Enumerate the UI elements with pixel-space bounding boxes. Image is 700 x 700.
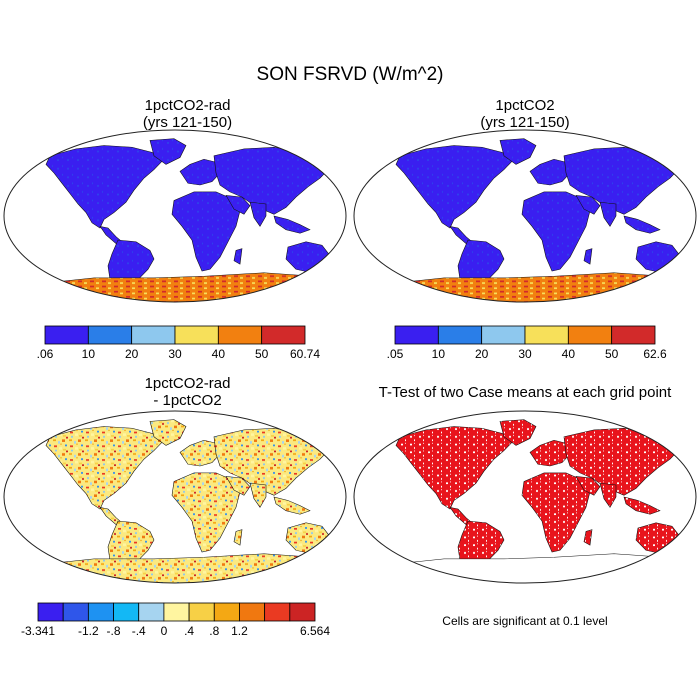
map-panel-diff [3, 410, 347, 584]
colorbar-swatch [87, 602, 114, 622]
colorbar-swatch [261, 325, 306, 345]
colorbar-label: 60.74 [289, 347, 321, 361]
land-region [149, 138, 187, 165]
land-region [521, 472, 591, 553]
land-region [623, 496, 661, 515]
colorbar-label: 20 [474, 347, 489, 361]
colorbar-swatch [213, 602, 240, 622]
colorbar-label: .06 [36, 347, 54, 361]
colorbar-label: -3.341 [20, 624, 56, 638]
panel-title-diff: 1pctCO2-rad - 1pctCO2 [25, 375, 350, 409]
land-region [499, 419, 537, 446]
colorbar-swatch [188, 602, 215, 622]
panel-title-ttest-line1: T-Test of two Case means at each grid po… [378, 384, 672, 401]
colorbar-swatch [611, 325, 656, 345]
colorbar-swatch [289, 602, 316, 622]
colorbar-label: 20 [124, 347, 139, 361]
land-region [521, 191, 591, 272]
colorbar-swatch [394, 325, 439, 345]
colorbar-label: 0 [160, 624, 168, 638]
land-region [249, 201, 267, 227]
colorbar-label: -1.2 [78, 624, 99, 638]
land-region [149, 419, 187, 446]
land-region [575, 476, 601, 496]
colorbar-swatch [174, 325, 219, 345]
colorbar-swatch [163, 602, 190, 622]
colorbar-swatch [62, 602, 89, 622]
land-region [171, 191, 241, 272]
land-region [273, 496, 311, 515]
land-region [233, 248, 243, 265]
map-border [353, 410, 697, 584]
land-region [171, 472, 241, 553]
panel-title-ctrl-line1: 1pctCO2 [495, 97, 555, 114]
map-panel-rad [3, 129, 347, 303]
colorbar-label: 10 [431, 347, 445, 361]
colorbar-swatch [239, 602, 266, 622]
colorbar-label: 30 [168, 347, 182, 361]
land-region [599, 201, 617, 227]
colorbar-label: 30 [518, 347, 532, 361]
panel-title-ctrl-line2: (yrs 121-150) [480, 114, 570, 131]
panel-title-diff-line1: 1pctCO2-rad [144, 375, 231, 392]
map-border [353, 129, 697, 303]
colorbar-swatch [113, 602, 140, 622]
colorbar-label: 40 [211, 347, 225, 361]
colorbar-swatch [131, 325, 176, 345]
colorbar-label: 6.564 [299, 624, 331, 638]
colorbar-label: 40 [561, 347, 575, 361]
colorbar-swatch [567, 325, 613, 345]
panel-title-diff-line2: - 1pctCO2 [153, 392, 222, 409]
colorbar-swatch [37, 602, 64, 622]
panel-title-rad-line1: 1pctCO2-rad [144, 97, 231, 114]
colorbar-swatch [217, 325, 263, 345]
land-region [45, 145, 165, 229]
land-region [45, 426, 165, 510]
colorbar-label: -.4 [131, 624, 146, 638]
colorbar-label: 50 [254, 347, 269, 361]
colorbar-swatch [437, 325, 483, 345]
panel-title-rad-line2: (yrs 121-150) [142, 114, 233, 131]
land-region [583, 248, 593, 265]
colorbar-swatch [87, 325, 133, 345]
land-region [575, 195, 601, 215]
colorbar-label: 50 [604, 347, 619, 361]
map-border [3, 410, 347, 584]
map-panel-ttest [353, 410, 697, 584]
colorbar-label: 62.6 [643, 347, 667, 361]
land-region [249, 482, 267, 508]
land-region [599, 482, 617, 508]
land-region [395, 426, 515, 510]
colorbar-label: .8 [209, 624, 220, 638]
colorbar-swatch [524, 325, 569, 345]
panel-title-rad: 1pctCO2-rad (yrs 121-150) [25, 97, 350, 131]
panel-title-ctrl: 1pctCO2 (yrs 121-150) [350, 97, 700, 131]
significance-note: Cells are significant at 0.1 level [442, 614, 608, 628]
colorbar-swatch [264, 602, 291, 622]
colorbar-swatch [481, 325, 526, 345]
colorbar-label: .4 [184, 624, 195, 638]
colorbar-label: 1.2 [231, 624, 248, 638]
colorbar-label: 10 [81, 347, 95, 361]
colorbar-swatch [44, 325, 89, 345]
colorbar-label: .05 [386, 347, 404, 361]
land-region [273, 215, 311, 234]
land-region [395, 145, 515, 229]
colorbar-label: -.8 [106, 624, 121, 638]
map-border [3, 129, 347, 303]
land-region [225, 476, 251, 496]
land-region [583, 529, 593, 546]
land-region [499, 138, 537, 165]
map-panel-ctrl [353, 129, 697, 303]
page-title: SON FSRVD (W/m^2) [256, 64, 444, 85]
panel-title-ttest: T-Test of two Case means at each grid po… [350, 384, 700, 401]
land-region [623, 215, 661, 234]
colorbar-swatch [138, 602, 165, 622]
land-region [233, 529, 243, 546]
land-region [225, 195, 251, 215]
